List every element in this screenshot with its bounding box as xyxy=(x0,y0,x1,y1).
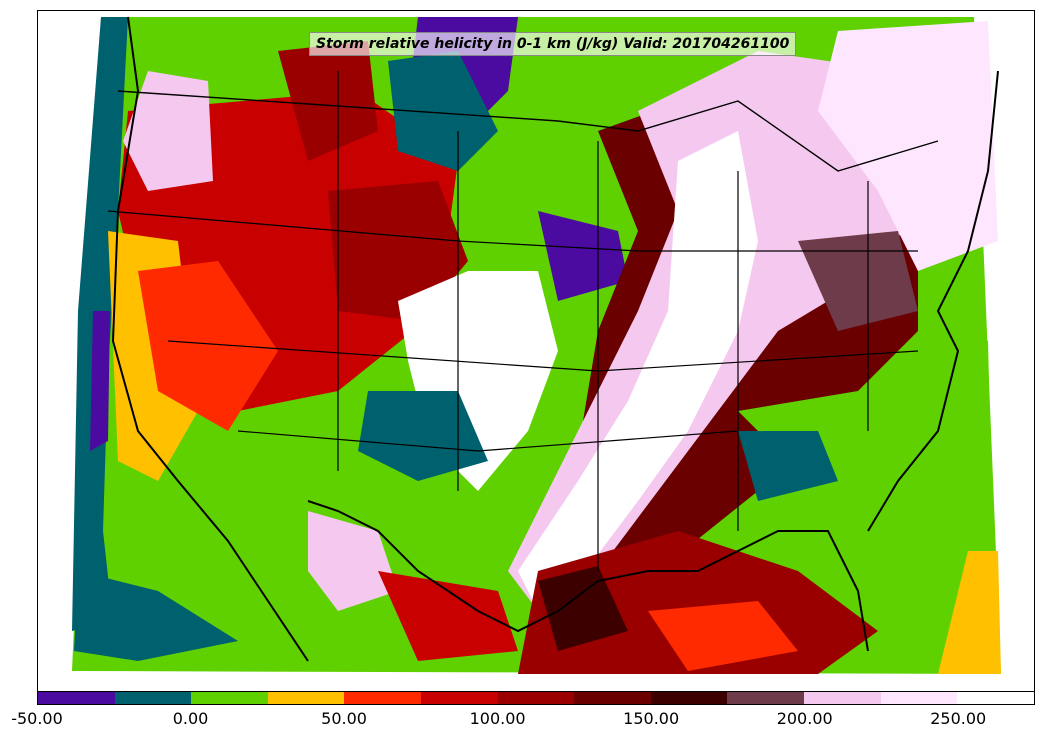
plains-teal xyxy=(358,391,488,481)
canada-teal xyxy=(388,51,498,171)
colorbar-segment xyxy=(574,692,651,704)
canada-border xyxy=(117,90,939,172)
colorbar-segment xyxy=(650,692,728,704)
state-borders xyxy=(107,71,919,571)
coastline xyxy=(111,16,999,662)
southeast-teal xyxy=(738,431,838,501)
colorbar-segment xyxy=(38,692,115,704)
pacific-teal-south xyxy=(74,571,238,661)
northeast-pink xyxy=(818,21,998,271)
atlantic-yellow xyxy=(938,551,1001,674)
colorbar-tick-label: 250.00 xyxy=(930,709,987,728)
west-orange xyxy=(138,261,278,431)
north-darkred xyxy=(278,41,378,161)
colorbar-segment xyxy=(497,692,575,704)
gulf-darkred xyxy=(518,531,878,674)
colorbar-tick-label: 0.00 xyxy=(172,709,209,728)
colorbar-tick-label: 150.00 xyxy=(623,709,680,728)
colorbar-tick-label: 200.00 xyxy=(776,709,833,728)
northeast-mauve xyxy=(798,231,918,331)
colorbar-tick-label: 50.00 xyxy=(321,709,367,728)
gulf-red xyxy=(648,601,798,671)
northwest-pink xyxy=(123,71,213,191)
colorbar-tick-label: -50.00 xyxy=(11,709,63,728)
colorbar-tick-labels: -50.00 0.00 50.00 100.00 150.00 200.00 250.00 xyxy=(0,707,1044,737)
colorbar-segment xyxy=(727,692,805,704)
colorbar-segment xyxy=(344,692,422,704)
colorbar xyxy=(37,691,1035,705)
mexico-red xyxy=(378,571,518,661)
colorbar-segment xyxy=(114,692,192,704)
colorbar-segment xyxy=(421,692,498,704)
texas-white xyxy=(308,511,398,611)
colorbar-segment xyxy=(880,692,958,704)
colorbar-segment xyxy=(191,692,268,704)
map-panel: Storm relative helicity in 0-1 km (J/kg)… xyxy=(37,10,1035,693)
southeast-green xyxy=(738,311,993,571)
gulf-verydark xyxy=(538,566,628,651)
helicity-map xyxy=(72,16,1001,674)
pacific-purple xyxy=(90,311,110,451)
colorbar-tick-label: 100.00 xyxy=(469,709,526,728)
plains-purple xyxy=(538,211,628,301)
colorbar-segment xyxy=(804,692,881,704)
colorbar-segment xyxy=(957,692,1034,704)
map-title: Storm relative helicity in 0-1 km (J/kg)… xyxy=(309,32,797,56)
colorbar-segment xyxy=(267,692,345,704)
